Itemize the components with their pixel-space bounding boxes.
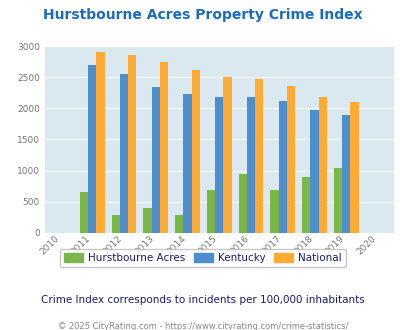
Bar — [191, 70, 199, 233]
Bar — [270, 190, 278, 233]
Bar — [341, 115, 350, 233]
Bar — [207, 190, 215, 233]
Bar — [238, 174, 246, 233]
Legend: Hurstbourne Acres, Kentucky, National: Hurstbourne Acres, Kentucky, National — [60, 249, 345, 267]
Bar — [301, 177, 309, 233]
Bar — [350, 102, 358, 233]
Bar — [333, 168, 341, 233]
Bar — [309, 110, 318, 233]
Bar — [128, 55, 136, 233]
Bar — [223, 77, 231, 233]
Bar — [88, 65, 96, 233]
Bar — [246, 97, 254, 233]
Text: Hurstbourne Acres Property Crime Index: Hurstbourne Acres Property Crime Index — [43, 8, 362, 22]
Bar — [254, 79, 263, 233]
Text: © 2025 CityRating.com - https://www.cityrating.com/crime-statistics/: © 2025 CityRating.com - https://www.city… — [58, 322, 347, 330]
Bar — [160, 62, 168, 233]
Bar — [80, 192, 88, 233]
Bar — [286, 86, 294, 233]
Bar — [151, 86, 160, 233]
Bar — [183, 94, 191, 233]
Bar — [278, 101, 286, 233]
Bar — [119, 74, 128, 233]
Bar — [175, 215, 183, 233]
Bar — [96, 52, 104, 233]
Bar — [143, 209, 151, 233]
Bar — [215, 97, 223, 233]
Bar — [318, 97, 326, 233]
Text: Crime Index corresponds to incidents per 100,000 inhabitants: Crime Index corresponds to incidents per… — [41, 295, 364, 305]
Bar — [111, 215, 119, 233]
